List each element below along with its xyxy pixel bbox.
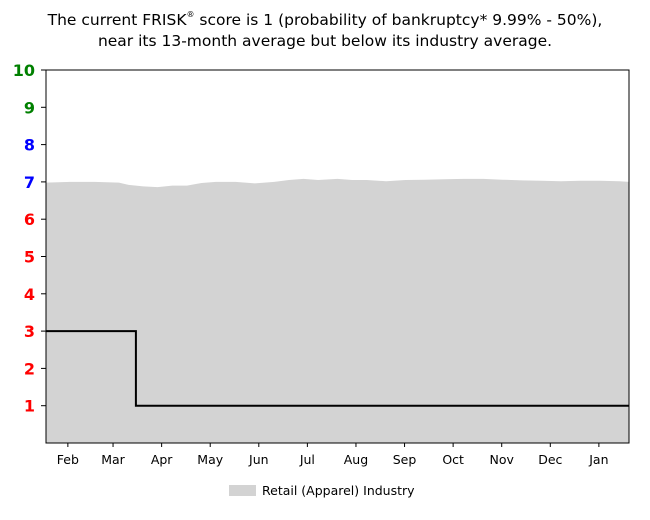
x-tick-label: Aug xyxy=(344,452,368,467)
title-line-2: near its 13-month average but below its … xyxy=(97,32,553,50)
x-tick-label: Oct xyxy=(442,452,464,467)
industry-area xyxy=(46,178,629,443)
x-tick-label: Apr xyxy=(151,452,173,467)
x-tick-label: Dec xyxy=(538,452,562,467)
x-tick-label: Mar xyxy=(101,452,125,467)
x-tick-label: Jun xyxy=(248,452,269,467)
title-line-1: The current FRISK® score is 1 (probabili… xyxy=(47,10,603,29)
x-tick-label: Jan xyxy=(588,452,608,467)
legend-swatch xyxy=(229,484,256,496)
y-tick-label: 9 xyxy=(24,98,35,117)
x-tick-label: Sep xyxy=(393,452,417,467)
legend-label: Retail (Apparel) Industry xyxy=(262,482,415,498)
y-tick-label: 5 xyxy=(24,248,35,267)
y-tick-label: 6 xyxy=(24,210,35,229)
registered-mark: ® xyxy=(186,10,195,19)
y-tick-label: 3 xyxy=(24,322,35,341)
legend: Retail (Apparel) Industry xyxy=(229,481,415,499)
y-tick-label: 10 xyxy=(13,61,35,80)
y-tick-label: 8 xyxy=(24,136,35,155)
x-tick-label: May xyxy=(197,452,223,467)
x-tick-label: Jul xyxy=(299,452,315,467)
y-tick-label: 1 xyxy=(24,397,35,416)
x-tick-label: Nov xyxy=(490,452,515,467)
y-tick-label: 2 xyxy=(24,359,35,378)
frisk-score-line xyxy=(46,330,629,407)
y-tick-label: 7 xyxy=(24,173,35,192)
y-tick-label: 4 xyxy=(24,285,35,304)
chart-title: The current FRISK® score is 1 (probabili… xyxy=(0,4,650,52)
x-tick-label: Feb xyxy=(57,452,79,467)
